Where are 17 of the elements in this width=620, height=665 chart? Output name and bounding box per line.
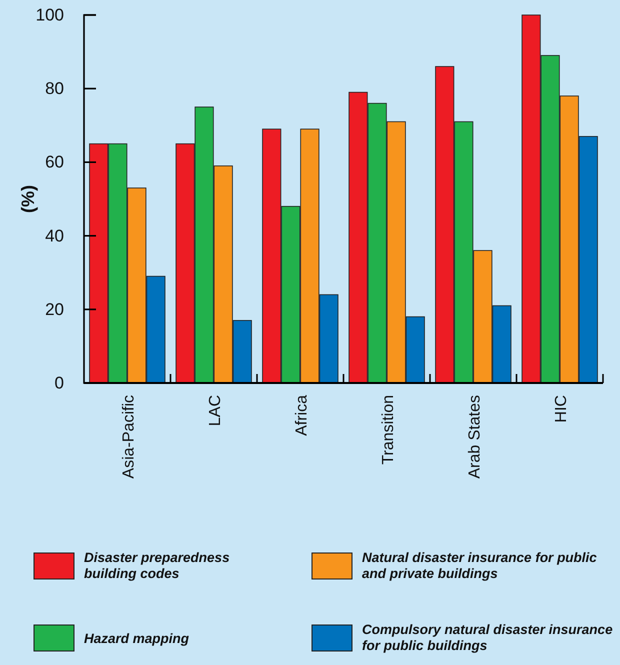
y-tick-label: 40 bbox=[45, 226, 64, 246]
x-tick-label: LAC bbox=[206, 395, 224, 426]
legend-label: Natural disaster insurance for public and private buildings bbox=[362, 550, 598, 581]
x-tick-label: HIC bbox=[552, 395, 570, 423]
legend-label: Disaster preparedness building codes bbox=[84, 550, 230, 581]
y-tick-label: 20 bbox=[45, 300, 64, 319]
y-tick-label: 60 bbox=[45, 152, 64, 172]
y-tick-label: 100 bbox=[36, 5, 64, 24]
x-tick-label: Transition bbox=[380, 395, 397, 465]
x-tick-label: Arab States bbox=[466, 395, 484, 479]
x-tick-label: Africa bbox=[293, 394, 310, 436]
y-tick-label: 80 bbox=[45, 79, 64, 98]
legend-label: Compulsory natural disaster insurance for public buildings bbox=[362, 622, 614, 653]
y-axis-title: (%) bbox=[18, 185, 38, 213]
x-tick-label: Asia-Pacific bbox=[120, 395, 138, 479]
legend-label: Hazard mapping bbox=[84, 631, 190, 646]
y-tick-label: 0 bbox=[54, 373, 64, 392]
